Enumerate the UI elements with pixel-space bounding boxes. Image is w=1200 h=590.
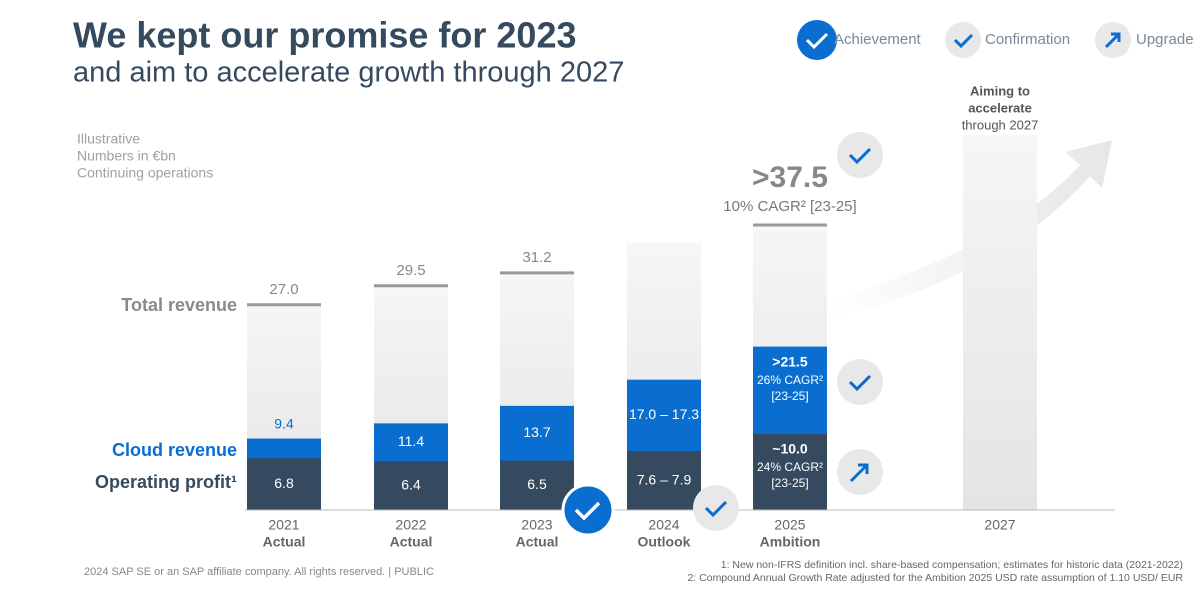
x-tick-label: 2023 xyxy=(521,517,552,533)
title: We kept our promise for 2023 xyxy=(73,15,577,56)
bar xyxy=(627,451,701,510)
aim-note: through 2027 xyxy=(962,117,1039,132)
x-tick-label: 2022 xyxy=(395,517,426,533)
aim-note: accelerate xyxy=(968,100,1032,115)
value-label: 27.0 xyxy=(269,281,298,298)
x-tick-label: 2025 xyxy=(774,517,805,533)
value-label: 17.0 – 17.3 xyxy=(629,406,699,422)
series-label: Cloud revenue xyxy=(112,440,237,460)
badge xyxy=(561,483,615,537)
subtitle: and aim to accelerate growth through 202… xyxy=(73,57,624,89)
x-tick-sublabel: Actual xyxy=(516,534,559,550)
value-label: 31.2 xyxy=(522,249,551,266)
bar xyxy=(374,461,448,510)
annotation: 24% CAGR² xyxy=(757,460,823,474)
annotation: [23-25] xyxy=(771,389,808,403)
value-label: 6.8 xyxy=(274,475,294,491)
value-label: 7.6 – 7.9 xyxy=(637,471,692,487)
badges xyxy=(561,132,883,537)
check xyxy=(953,33,974,49)
value-label: 9.4 xyxy=(274,415,294,431)
note: Illustrative xyxy=(77,131,140,147)
value-label: ~10.0 xyxy=(772,441,808,457)
bar xyxy=(500,460,574,510)
bar xyxy=(963,135,1037,510)
value-label: 13.7 xyxy=(523,424,550,440)
check xyxy=(848,374,872,392)
value-label: 11.4 xyxy=(398,433,424,449)
arrow xyxy=(1104,32,1121,49)
check xyxy=(704,500,728,518)
growth-arrow xyxy=(830,140,1112,318)
annotation: 26% CAGR² xyxy=(757,373,823,387)
legend-label: Achievement xyxy=(834,31,922,48)
value-label: >21.5 xyxy=(772,353,808,369)
check xyxy=(574,501,601,521)
check xyxy=(848,147,872,165)
note: Numbers in €bn xyxy=(77,148,176,164)
x-tick-sublabel: Ambition xyxy=(760,534,821,550)
x-tick-sublabel: Actual xyxy=(390,534,433,550)
footnote: 2: Compound Annual Growth Rate adjusted … xyxy=(687,572,1183,584)
check xyxy=(805,32,829,50)
series-label: Operating profit¹ xyxy=(95,472,237,492)
annotation: [23-25] xyxy=(771,476,808,490)
series-label: Total revenue xyxy=(121,295,237,315)
x-tick-label: 2021 xyxy=(268,517,299,533)
legend: Achievement Confirmation Upgrade xyxy=(797,20,1194,60)
value-label: 6.5 xyxy=(527,476,547,492)
arrow xyxy=(849,463,869,483)
aim-note: Aiming to xyxy=(970,83,1030,98)
bar xyxy=(247,458,321,510)
badge xyxy=(837,359,883,405)
legend-icon xyxy=(945,22,981,58)
value-label: 29.5 xyxy=(396,262,425,279)
footnote: 1: New non-IFRS definition incl. share-b… xyxy=(721,559,1183,571)
copyright: 2024 SAP SE or an SAP affiliate company.… xyxy=(84,566,434,578)
note: Continuing operations xyxy=(77,165,213,181)
badge xyxy=(693,485,739,531)
x-tick-label: 2027 xyxy=(984,517,1015,533)
legend-icon xyxy=(797,20,837,60)
annotation: 10% CAGR² [23-25] xyxy=(723,198,856,215)
x-tick-sublabel: Outlook xyxy=(638,534,691,550)
bar xyxy=(753,434,827,510)
x-tick-label: 2024 xyxy=(648,517,679,533)
value-label: >37.5 xyxy=(752,161,828,194)
x-tick-sublabel: Actual xyxy=(263,534,306,550)
value-label: 6.4 xyxy=(401,476,421,492)
badge xyxy=(837,132,883,178)
legend-label: Confirmation xyxy=(985,31,1070,48)
legend-label: Upgrade xyxy=(1136,31,1194,48)
